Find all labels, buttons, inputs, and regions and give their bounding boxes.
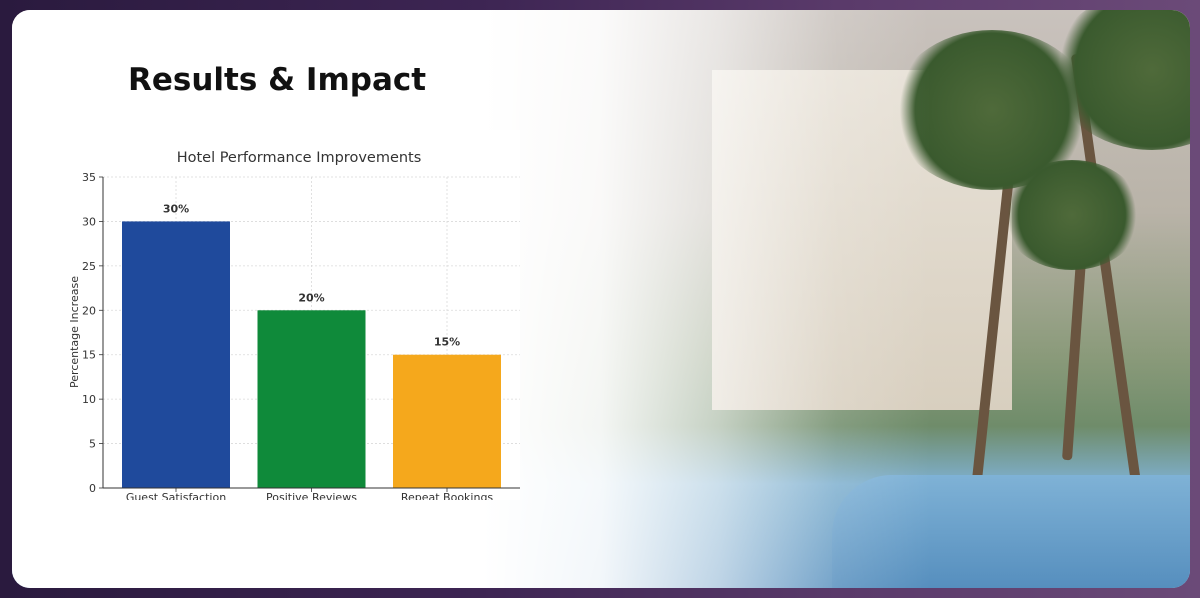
bar-chart: Hotel Performance Improvements Percentag…: [68, 150, 520, 500]
bars-group: [122, 221, 501, 488]
x-tick-label: Repeat Bookings: [401, 491, 494, 500]
data-label: 15%: [434, 336, 460, 349]
y-tick-label: 20: [82, 304, 96, 317]
y-tick-label: 10: [82, 393, 96, 406]
bar-chart-panel: Hotel Performance Improvements Percentag…: [58, 130, 520, 500]
x-tick-label: Guest Satisfaction: [126, 491, 226, 500]
y-tick-label: 35: [82, 171, 96, 184]
page-title: Results & Impact: [128, 62, 427, 98]
slide-card: Results & Impact Hotel Performance Impro…: [12, 10, 1190, 588]
y-tick-label: 30: [82, 215, 96, 228]
y-axis-label: Percentage Increase: [68, 276, 81, 388]
chart-title: Hotel Performance Improvements: [177, 150, 422, 166]
x-tick-label: Positive Reviews: [266, 491, 357, 500]
bar-guest-satisfaction: [122, 221, 230, 488]
data-label: 30%: [163, 202, 189, 215]
y-tick-label: 0: [89, 482, 96, 495]
data-label: 20%: [298, 291, 324, 304]
y-tick-label: 25: [82, 260, 96, 273]
y-tick-label: 15: [82, 349, 96, 362]
bar-positive-reviews: [257, 310, 366, 488]
bar-repeat-bookings: [393, 354, 501, 488]
y-tick-label: 5: [89, 438, 96, 451]
x-axis-ticks: Guest Satisfaction Positive Reviews Repeat…: [126, 488, 494, 500]
data-labels: 30% 20% 15%: [163, 202, 460, 348]
chart-axes: [102, 177, 520, 489]
y-axis-ticks: 0 5 10 15 20 25 30 35: [82, 171, 103, 495]
